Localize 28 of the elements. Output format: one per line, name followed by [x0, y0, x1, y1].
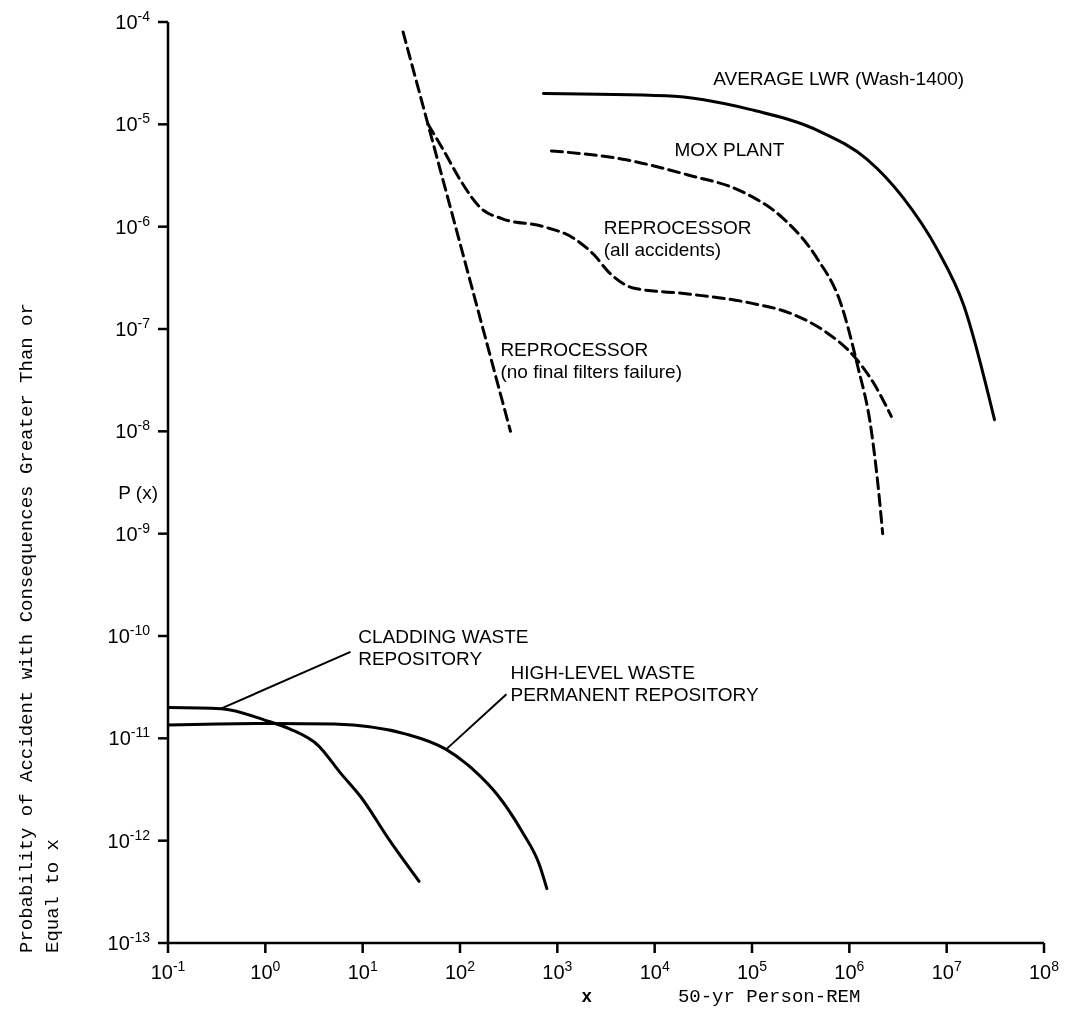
text: x — [581, 986, 592, 1006]
x-tick-label: 10$^{2}$ — [444, 958, 476, 983]
y-tick-label: 10$^{-8}$ — [115, 417, 151, 443]
x-tick-label: 10$^{8}$ — [1028, 958, 1060, 983]
x-tick-label: 10$^{5}$ — [736, 958, 768, 983]
x-tick-label: 10$^{7}$ — [931, 958, 962, 983]
x-tick-label: 10$^{0}$ — [250, 958, 281, 983]
text: P (x) — [118, 481, 158, 503]
y-tick-label: 10$^{-6}$ — [115, 212, 151, 238]
y-tick-label: 10$^{-10}$ — [107, 622, 151, 647]
series-label: REPROCESSOR (no final filters failure) — [500, 338, 683, 382]
x-tick-label: 10$^{1}$ — [347, 958, 378, 983]
x-tick-label: 10$^{6}$ — [834, 958, 865, 983]
x-tick-label: 10$^{-1}$ — [150, 958, 186, 983]
x-tick-label: 10$^{4}$ — [639, 958, 670, 983]
x-axis-title: 50-yr Person-REM — [677, 986, 861, 1008]
series-label: MOX PLANT — [674, 139, 785, 161]
y-tick-label: 10$^{-5}$ — [115, 110, 151, 136]
y-axis-title: Probability of Accident with Consequences Greater Than or Equal to x — [16, 303, 64, 953]
series-label: AVERAGE LWR (Wash-1400) — [713, 68, 965, 90]
y-tick-label: 10$^{-4}$ — [115, 8, 151, 33]
y-tick-label: 10$^{-11}$ — [108, 724, 151, 750]
y-tick-label: 10$^{-13}$ — [107, 929, 151, 954]
series-label: REPROCESSOR (all accidents) — [603, 216, 752, 260]
y-tick-label: 10$^{-7}$ — [115, 315, 151, 340]
y-tick-label: 10$^{-12}$ — [107, 826, 151, 852]
x-tick-label: 10$^{3}$ — [542, 958, 573, 983]
y-tick-label: 10$^{-9}$ — [115, 519, 151, 545]
